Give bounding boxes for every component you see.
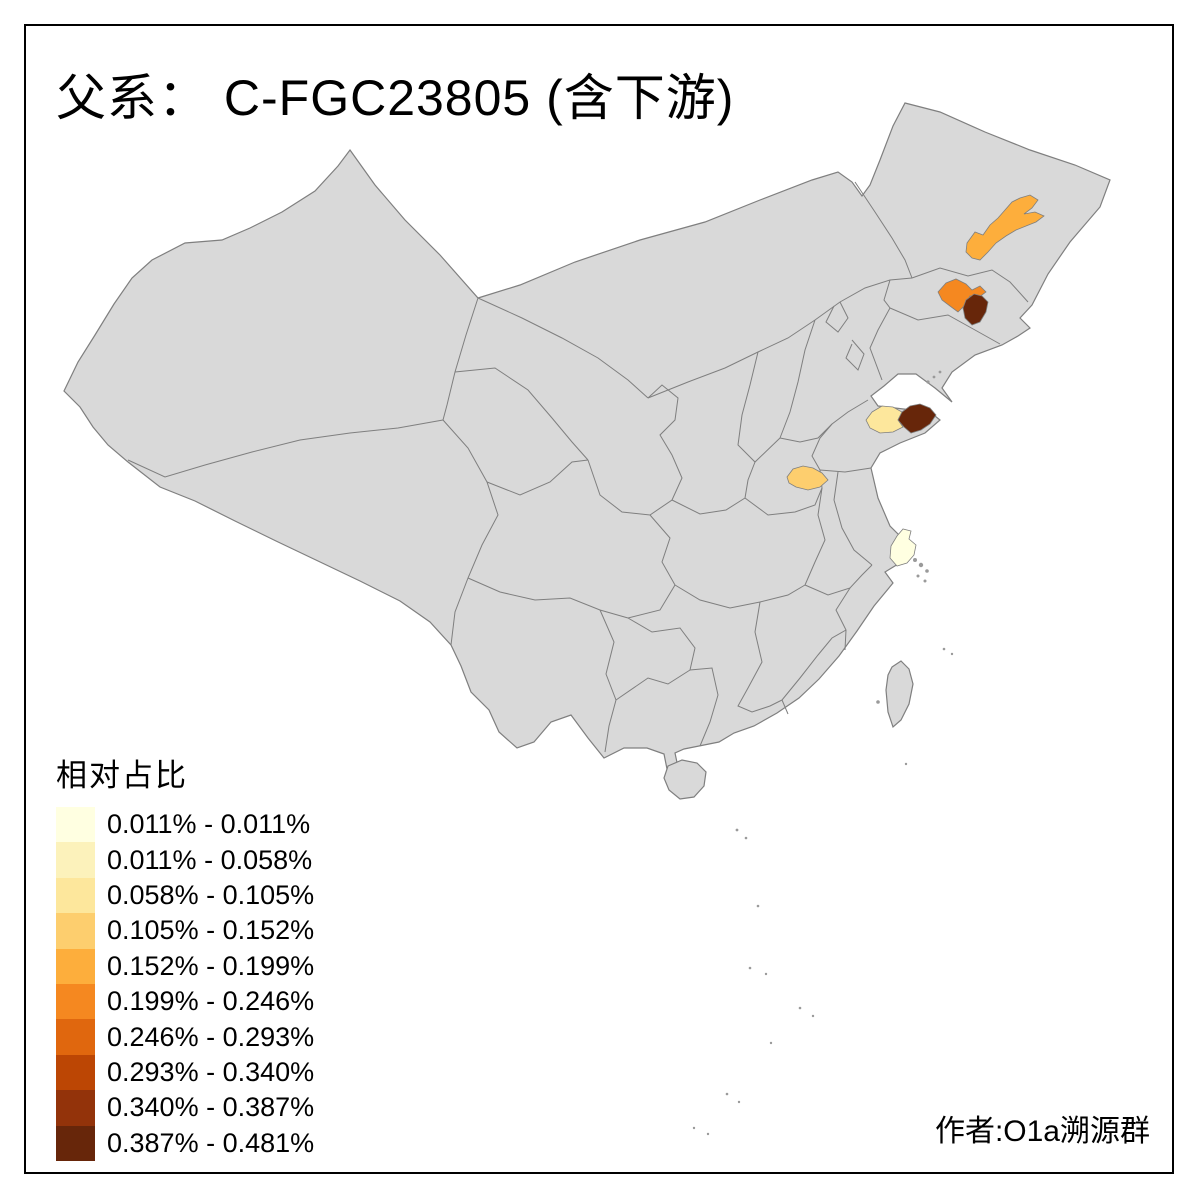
province-borders [127, 181, 1029, 753]
legend-item-label: 0.293% - 0.340% [107, 1056, 315, 1087]
legend-swatch [56, 877, 95, 914]
region-jiangsu-north [786, 465, 829, 491]
legend-item: 0.011% - 0.058% [56, 842, 314, 878]
south-china-sea-islets [692, 762, 908, 1136]
legend: 相对占比 0.011% - 0.011% 0.011% - 0.058% 0.058… [56, 750, 314, 1161]
taiwan-island [885, 660, 914, 729]
mainland-outline [63, 102, 1111, 773]
region-shanghai-area [889, 528, 917, 567]
legend-item: 0.387% - 0.481% [56, 1125, 315, 1161]
legend-item: 0.246% - 0.293% [56, 1019, 315, 1055]
legend-item-label: 0.152% - 0.199% [107, 950, 315, 981]
legend-item: 0.058% - 0.105% [56, 877, 315, 914]
legend-item: 0.293% - 0.340% [56, 1054, 315, 1091]
legend-item: 0.105% - 0.152% [56, 913, 315, 949]
legend-swatch [56, 948, 95, 984]
region-heilongjiang [965, 194, 1045, 261]
legend-item-label: 0.387% - 0.481% [107, 1127, 315, 1158]
legend-item: 0.011% - 0.011% [56, 807, 314, 843]
legend-swatch [56, 1125, 95, 1161]
highlighted-regions [786, 194, 1045, 567]
coastal-islets [876, 370, 954, 704]
legend-swatch [56, 1054, 95, 1091]
legend-swatch [56, 807, 95, 843]
legend-item-label: 0.340% - 0.387% [107, 1092, 315, 1123]
legend-items: 0.011% - 0.011% 0.011% - 0.058% 0.058% - 0… [56, 807, 314, 1161]
legend-swatch [56, 913, 95, 949]
legend-item: 0.152% - 0.199% [56, 948, 315, 984]
legend-swatch [56, 983, 95, 1020]
legend-item-label: 0.246% - 0.293% [107, 1021, 315, 1052]
region-shandong-east-tip [897, 403, 937, 434]
figure-title: 父系： C-FGC23805 (含下游) [56, 70, 735, 126]
legend-item-label: 0.199% - 0.246% [107, 986, 315, 1017]
legend-item-label: 0.105% - 0.152% [107, 915, 315, 946]
attribution-text: 作者:O1a溯源群 [934, 1115, 1150, 1148]
legend-swatch [56, 1019, 95, 1055]
region-shandong-yantai [865, 405, 904, 434]
legend-item-label: 0.058% - 0.105% [107, 879, 315, 910]
hainan-island [663, 759, 707, 800]
legend-swatch [56, 1090, 95, 1126]
legend-item: 0.340% - 0.387% [56, 1090, 315, 1126]
figure-border [24, 24, 1174, 1174]
region-jilin-east [962, 293, 989, 326]
region-jilin-central [937, 278, 987, 313]
legend-item: 0.199% - 0.246% [56, 983, 315, 1020]
legend-item-label: 0.011% - 0.011% [107, 809, 311, 840]
islands [663, 370, 954, 1136]
legend-title: 相对占比 [56, 758, 188, 793]
legend-item-label: 0.011% - 0.058% [107, 844, 313, 875]
legend-swatch [56, 842, 95, 878]
